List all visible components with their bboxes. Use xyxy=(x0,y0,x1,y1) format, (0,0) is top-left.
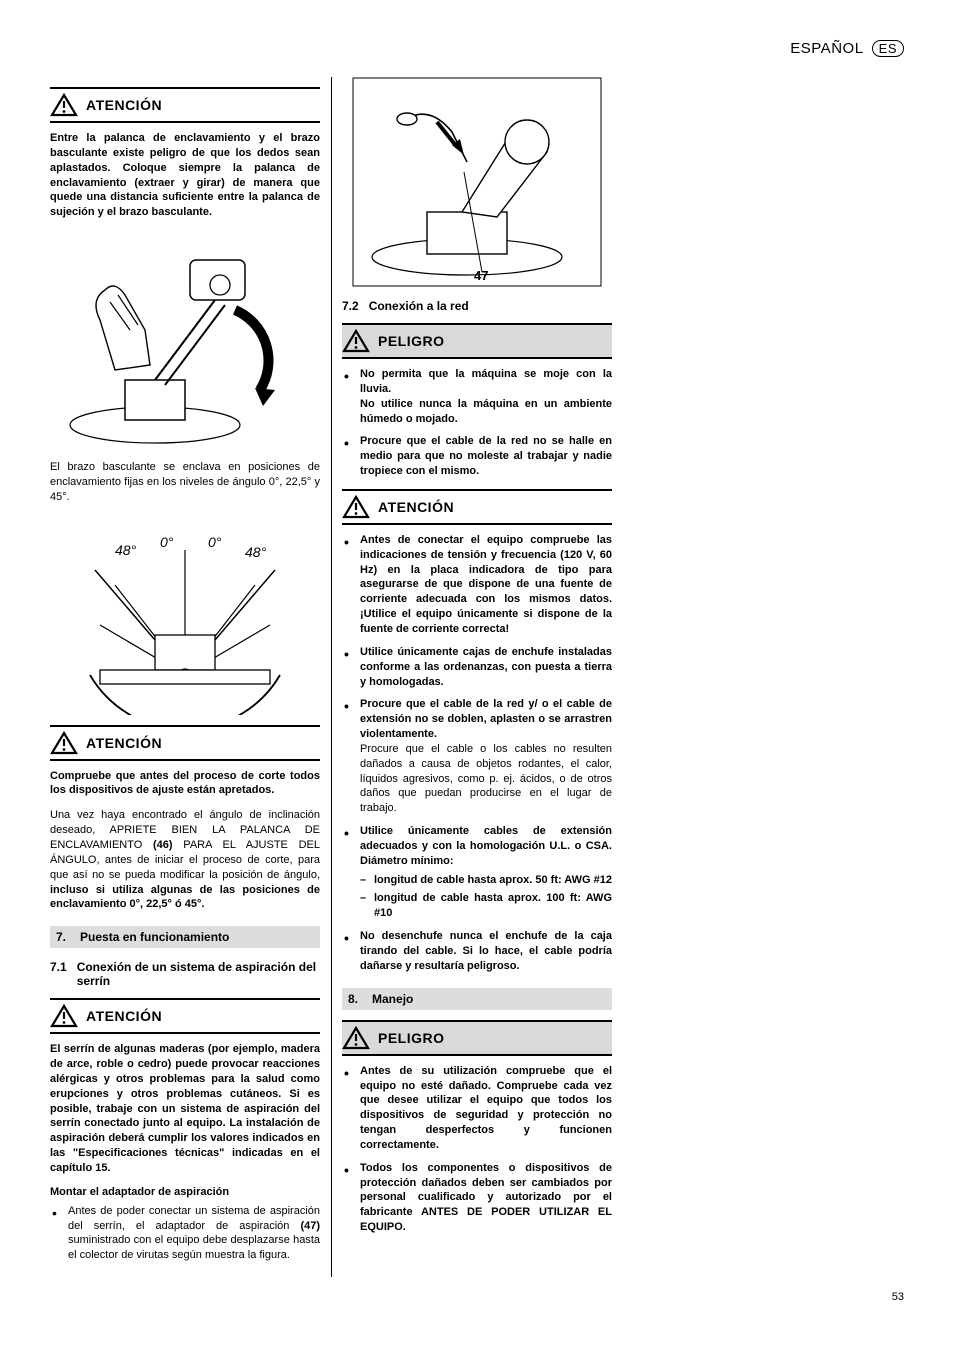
text-segment: Procure que el cable o los cables no res… xyxy=(360,743,612,814)
para-after-warn2: Una vez haya encontrado el ángulo de inc… xyxy=(50,808,320,912)
warning-1-body: Entre la palanca de enclavamiento y el b… xyxy=(50,131,320,220)
section-7-heading: 7. Puesta en funcionamiento xyxy=(50,926,320,948)
ref-46: (46) xyxy=(153,839,173,851)
subsection-7-1: 7.1 Conexión de un sistema de aspiración… xyxy=(50,960,320,988)
text-segment: Antes de poder conectar un sistema de as… xyxy=(68,1205,320,1232)
danger-2-list: Antes de su utilización compruebe que el… xyxy=(342,1064,612,1235)
subsection-title: Conexión de un sistema de aspiración del… xyxy=(77,960,320,988)
content-columns: ATENCIÓN Entre la palanca de enclavamien… xyxy=(50,77,904,1277)
warning-title: ATENCIÓN xyxy=(86,97,162,113)
list-item: longitud de cable hasta aprox. 50 ft: AW… xyxy=(360,873,612,888)
list-item: No desenchufe nunca el enchufe de la caj… xyxy=(342,929,612,974)
list-item: Utilice únicamente cajas de enchufe inst… xyxy=(342,645,612,690)
warning-triangle-icon xyxy=(50,93,78,117)
list-item: Antes de poder conectar un sistema de as… xyxy=(50,1204,320,1263)
language-code-badge: ES xyxy=(872,40,904,57)
language-label: ESPAÑOL xyxy=(790,40,863,57)
section-title: Puesta en funcionamiento xyxy=(80,930,229,944)
sub-heading-adapter: Montar el adaptador de aspiración xyxy=(50,1186,320,1198)
warning-3-body: El serrín de algunas maderas (por ejempl… xyxy=(50,1042,320,1176)
figure-1-caption: El brazo basculante se enclava en posici… xyxy=(50,460,320,505)
list-item: Todos los componentes o dispositivos de … xyxy=(342,1161,612,1235)
text-segment: No permita que la máquina se moje con la… xyxy=(360,368,612,395)
warning-triangle-icon xyxy=(50,731,78,755)
adapter-list: Antes de poder conectar un sistema de as… xyxy=(50,1204,320,1263)
text-segment: Utilice únicamente cables de extensión a… xyxy=(360,825,612,867)
list-item: Procure que el cable de la red y/ o el c… xyxy=(342,697,612,816)
section-number: 8. xyxy=(348,992,358,1006)
figure-label-47: 47 xyxy=(474,268,488,283)
figure-1 xyxy=(50,230,320,450)
list-item: Antes de su utilización compruebe que el… xyxy=(342,1064,612,1153)
warning-4-list: Antes de conectar el equipo compruebe la… xyxy=(342,533,612,974)
warning-triangle-icon xyxy=(342,329,370,353)
danger-box-2: PELIGRO xyxy=(342,1020,612,1056)
danger-box-1: PELIGRO xyxy=(342,323,612,359)
subsection-7-2: 7.2 Conexión a la red xyxy=(342,299,612,313)
text-segment: Procure que el cable de la red y/ o el c… xyxy=(360,698,612,740)
danger-title: PELIGRO xyxy=(378,333,445,349)
section-number: 7. xyxy=(56,930,66,944)
warning-triangle-icon xyxy=(342,495,370,519)
subsection-number: 7.1 xyxy=(50,960,67,988)
page-header: ESPAÑOL ES xyxy=(50,40,904,57)
warning-title: ATENCIÓN xyxy=(378,499,454,515)
subsection-number: 7.2 xyxy=(342,299,359,313)
svg-text:48°: 48° xyxy=(245,544,267,560)
list-item: Utilice únicamente cables de extensión a… xyxy=(342,824,612,921)
warning-title: ATENCIÓN xyxy=(86,1008,162,1024)
wire-gauge-list: longitud de cable hasta aprox. 50 ft: AW… xyxy=(360,873,612,922)
warning-box-3: ATENCIÓN xyxy=(50,998,320,1034)
warning-box-2: ATENCIÓN xyxy=(50,725,320,761)
danger-1-list: No permita que la máquina se moje con la… xyxy=(342,367,612,479)
svg-text:48°: 48° xyxy=(115,542,137,558)
warning-box-1: ATENCIÓN xyxy=(50,87,320,123)
list-item: Procure que el cable de la red no se hal… xyxy=(342,434,612,479)
text-segment: No utilice nunca la máquina en un ambien… xyxy=(360,398,612,425)
text-segment: incluso si utiliza algunas de las posici… xyxy=(50,884,320,911)
warning-box-4: ATENCIÓN xyxy=(342,489,612,525)
ref-47: (47) xyxy=(300,1220,320,1232)
warning-2-body: Compruebe que antes del proceso de corte… xyxy=(50,769,320,799)
section-title: Manejo xyxy=(372,992,413,1006)
warning-triangle-icon xyxy=(50,1004,78,1028)
list-item: longitud de cable hasta aprox. 100 ft: A… xyxy=(360,891,612,921)
warning-title: ATENCIÓN xyxy=(86,735,162,751)
list-item: No permita que la máquina se moje con la… xyxy=(342,367,612,426)
danger-title: PELIGRO xyxy=(378,1030,445,1046)
text-segment: suministrado con el equipo debe desplaza… xyxy=(68,1234,320,1261)
page-number: 53 xyxy=(50,1291,904,1303)
warning-triangle-icon xyxy=(342,1026,370,1050)
svg-text:0°: 0° xyxy=(160,534,174,550)
svg-text:0°: 0° xyxy=(208,534,222,550)
figure-2: 48° 0° 0° 48° xyxy=(50,515,320,715)
subsection-title: Conexión a la red xyxy=(369,299,469,313)
section-8-heading: 8. Manejo xyxy=(342,988,612,1010)
list-item: Antes de conectar el equipo compruebe la… xyxy=(342,533,612,637)
figure-3: 47 xyxy=(342,77,612,287)
